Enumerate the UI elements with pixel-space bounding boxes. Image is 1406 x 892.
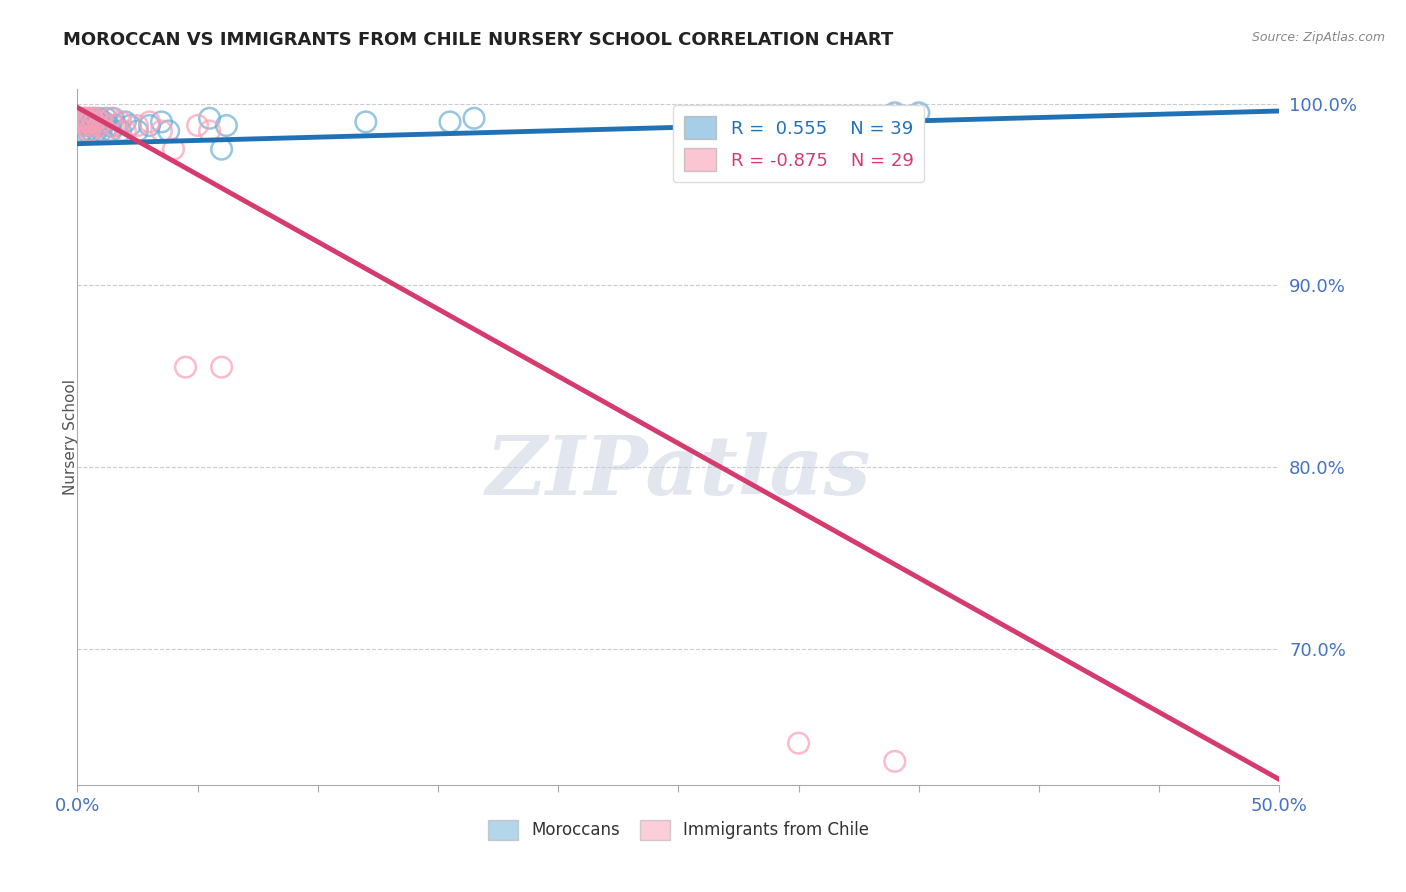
Point (73, 112, 96, 126)
Text: MOROCCAN VS IMMIGRANTS FROM CHILE NURSERY SCHOOL CORRELATION CHART: MOROCCAN VS IMMIGRANTS FROM CHILE NURSER… (63, 31, 894, 49)
Point (110, 115, 132, 129)
Point (83, 112, 105, 126)
Point (86, 112, 108, 126)
Point (138, 115, 160, 129)
Point (86, 115, 108, 129)
Point (73, 112, 96, 126)
Point (87, 119, 110, 133)
Point (100, 112, 122, 126)
Point (127, 124, 149, 138)
Point (80, 115, 103, 129)
Point (354, 115, 377, 129)
Point (73, 119, 96, 133)
Point (162, 142, 184, 156)
Point (73, 119, 96, 133)
Point (76, 112, 98, 126)
Point (186, 119, 209, 133)
Point (86, 124, 108, 138)
Point (110, 124, 132, 138)
Point (174, 360, 197, 375)
Point (79, 124, 101, 138)
Point (211, 360, 233, 375)
Point (138, 119, 160, 133)
Point (463, 112, 485, 126)
Point (70, 115, 93, 129)
Point (76, 124, 98, 138)
Point (80, 119, 103, 133)
Point (90, 115, 112, 129)
Point (100, 124, 122, 138)
Point (87, 119, 110, 133)
Point (69, 112, 91, 126)
Point (97, 119, 120, 133)
Point (83, 115, 105, 129)
Point (120, 119, 142, 133)
Point (127, 119, 149, 133)
Point (908, 105, 931, 120)
Point (198, 112, 221, 126)
Point (96, 112, 118, 126)
Point (104, 119, 127, 133)
Point (87, 112, 110, 126)
Point (79, 115, 101, 129)
Point (114, 124, 136, 138)
Point (70, 124, 93, 138)
Point (114, 115, 136, 129)
Point (80, 124, 103, 138)
Point (787, 736, 810, 750)
Point (96, 124, 118, 138)
Point (76, 115, 98, 129)
Point (79, 119, 101, 133)
Point (103, 119, 125, 133)
Point (79, 112, 101, 126)
Legend: Moroccans, Immigrants from Chile: Moroccans, Immigrants from Chile (481, 814, 876, 847)
Text: Source: ZipAtlas.com: Source: ZipAtlas.com (1251, 31, 1385, 45)
Point (157, 124, 180, 138)
Point (93, 115, 115, 129)
Point (211, 142, 233, 156)
Point (83, 119, 105, 133)
Point (90, 124, 112, 138)
Point (198, 124, 221, 138)
Point (76, 115, 98, 129)
Point (883, 755, 905, 769)
Point (103, 112, 125, 126)
Point (150, 115, 173, 129)
Point (80, 112, 103, 126)
Point (69, 115, 91, 129)
Text: ZIPatlas: ZIPatlas (485, 432, 872, 512)
Y-axis label: Nursery School: Nursery School (63, 379, 77, 495)
Point (883, 105, 905, 120)
Point (90, 115, 112, 129)
Point (150, 124, 173, 138)
Point (215, 119, 238, 133)
Point (439, 115, 461, 129)
